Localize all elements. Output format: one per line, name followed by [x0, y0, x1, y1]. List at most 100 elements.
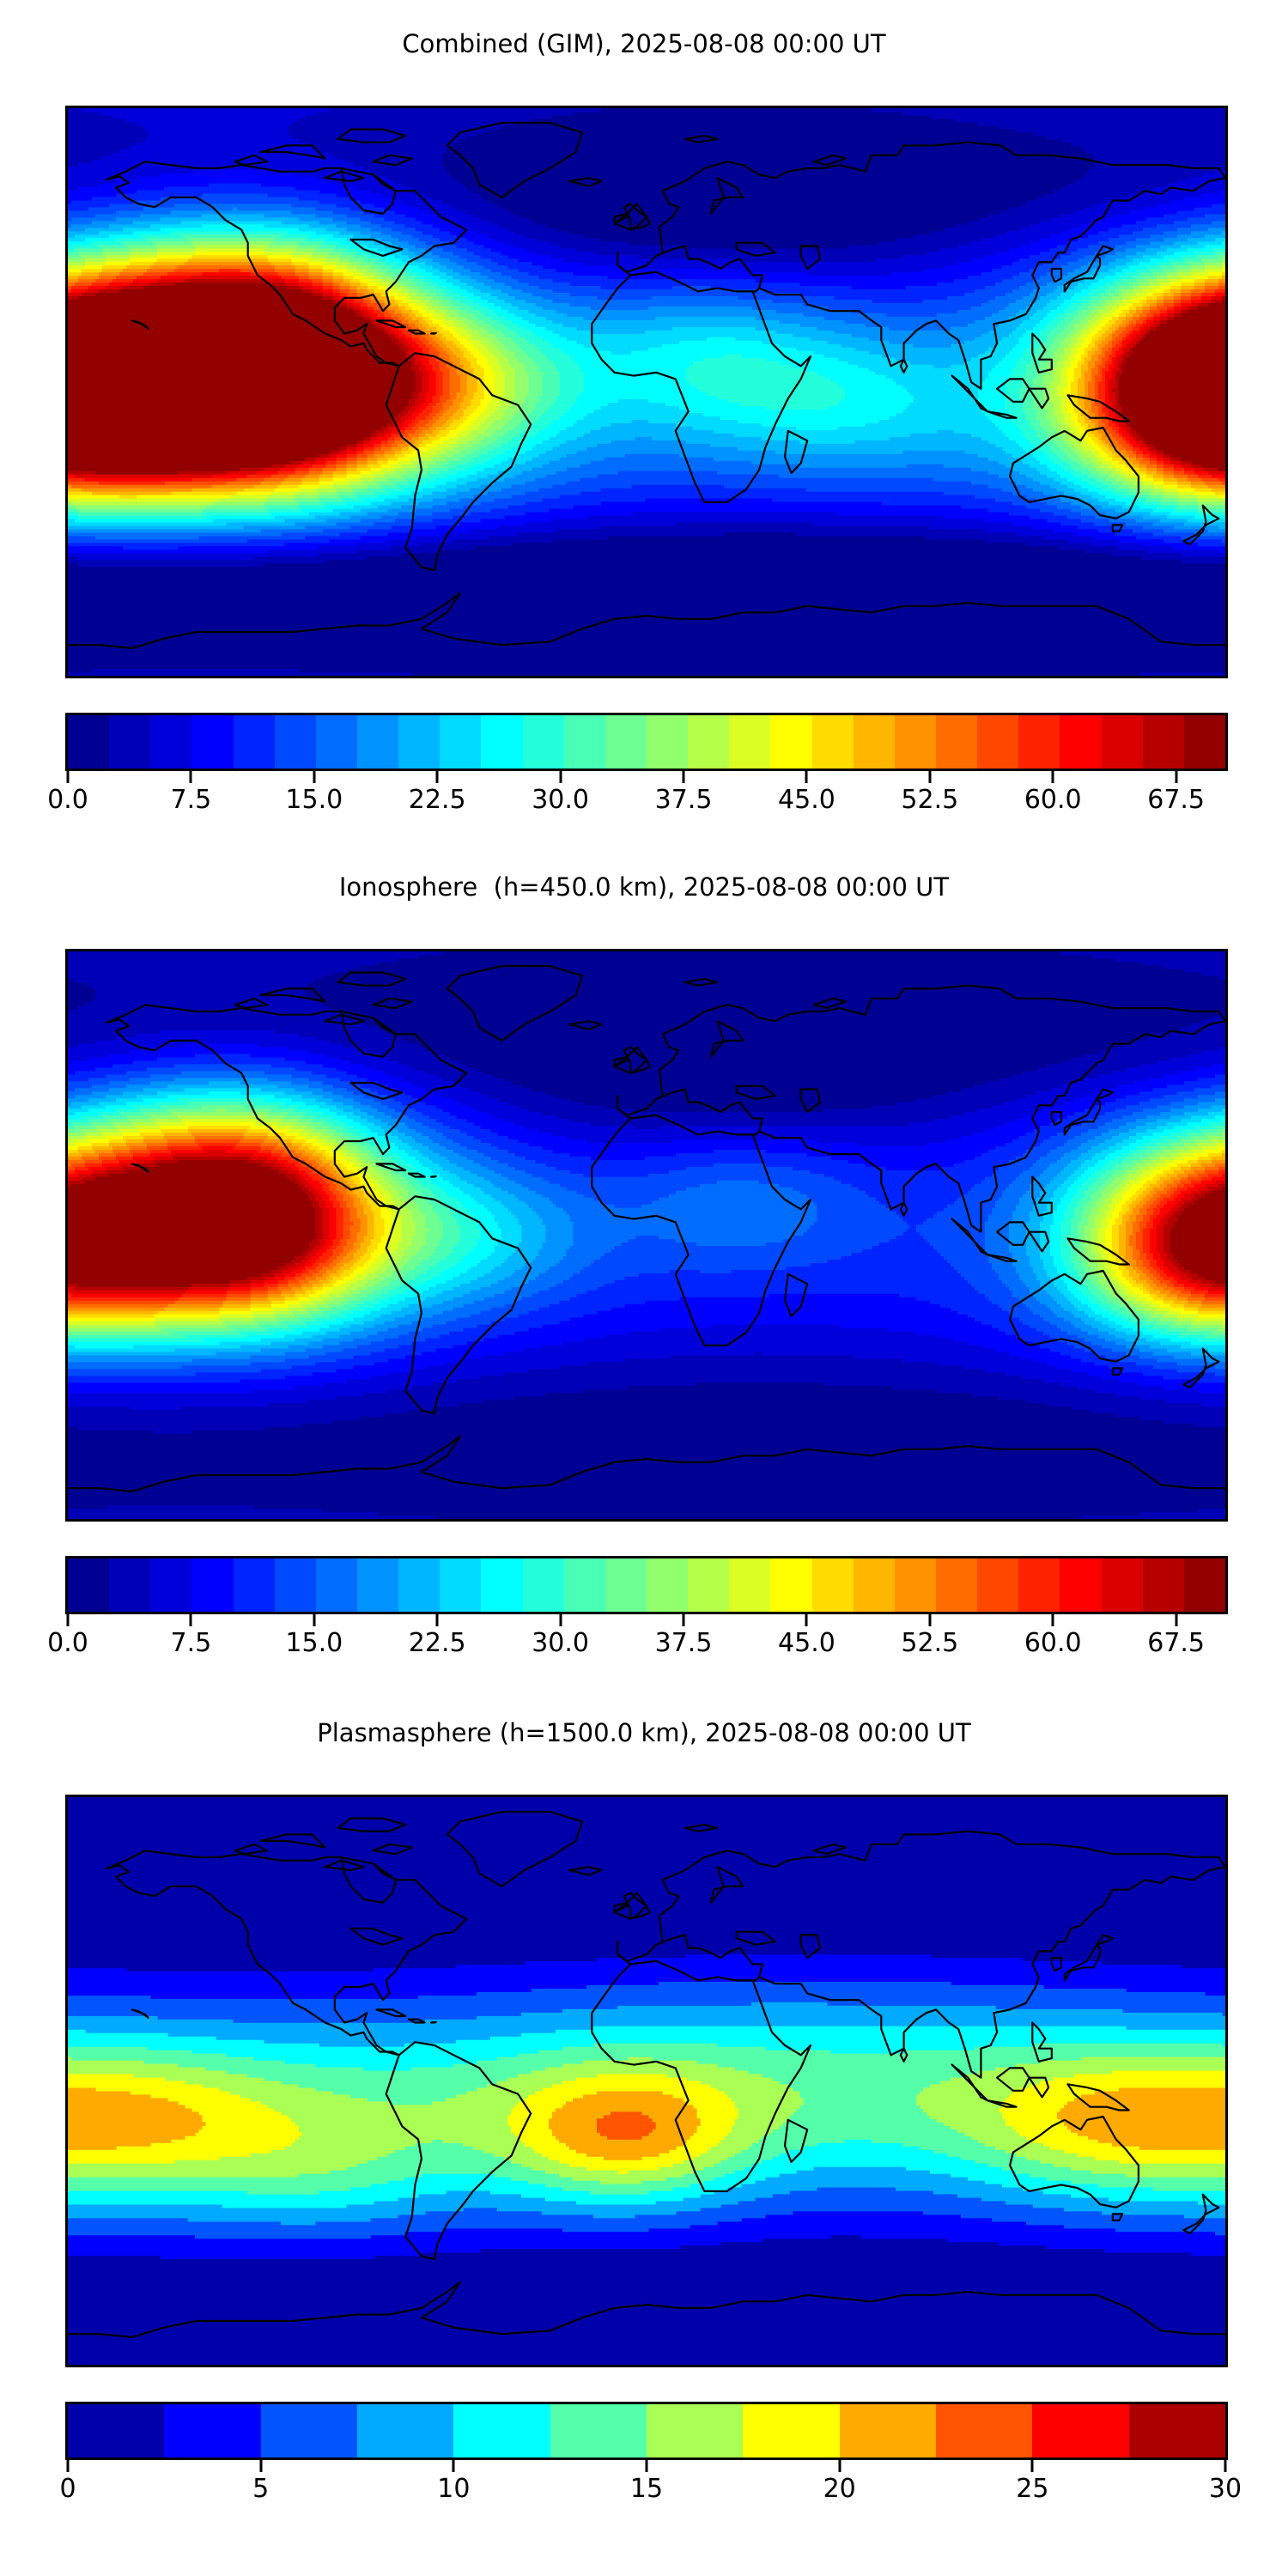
- colorbar-combined: 0.0 7.5 15.0 22.5 30.0 37.5 45.0 52.5 60.0 67.5: [47, 713, 1228, 817]
- colorbar-band: [233, 715, 275, 769]
- colorbar-tick-label: 52.5: [901, 785, 959, 815]
- colorbar-ticks-plasmasphere: [65, 2460, 1228, 2472]
- colorbar-band: [605, 1558, 647, 1612]
- colorbar-band: [164, 2404, 261, 2458]
- colorbar-tick: [682, 1614, 685, 1626]
- colorbar-tick: [259, 2460, 263, 2472]
- colorbar-band: [522, 715, 564, 769]
- colorbar-tick: [928, 771, 932, 783]
- colorbar-tick-label: 67.5: [1147, 785, 1206, 815]
- map-axes-ionosphere[interactable]: [65, 949, 1228, 1522]
- colorbar-band: [811, 715, 854, 769]
- panel-plasmasphere: Plasmasphere (h=1500.0 km), 2025-08-08 0…: [0, 1689, 1288, 2576]
- colorbar-tick: [645, 2460, 648, 2472]
- colorbar-tick-label: 30: [1208, 2474, 1242, 2504]
- contour-band: [68, 1071, 1225, 1370]
- colorbar-band: [481, 1558, 523, 1612]
- contour-band: [68, 108, 1225, 561]
- colorbar-band: [1101, 715, 1143, 769]
- colorbar-tick: [66, 771, 70, 783]
- contour-band: [68, 1088, 1225, 1352]
- colorbar-band: [605, 715, 647, 769]
- colorbar-band: [1018, 1558, 1060, 1612]
- colorbar-band: [935, 2404, 1033, 2458]
- coastlines: [68, 964, 1225, 1492]
- contour-field: [68, 951, 1225, 1519]
- contour-band: [68, 2087, 1225, 2160]
- colorbar-tick: [66, 1614, 70, 1626]
- panel-ionosphere: Ionosphere (h=450.0 km), 2025-08-08 00:0…: [0, 843, 1288, 1702]
- colorbar-band: [356, 2404, 454, 2458]
- colorbar-band: [191, 715, 234, 769]
- colorbar-band: [935, 715, 978, 769]
- colorbar-band: [1060, 715, 1102, 769]
- colorbar-band: [894, 1558, 936, 1612]
- colorbar-tick: [435, 1614, 439, 1626]
- colorbar-labels-plasmasphere: 0 5 10 15 20 25 30: [59, 2472, 1242, 2506]
- colorbar-band: [481, 715, 523, 769]
- colorbar-tick-label: 5: [252, 2474, 270, 2504]
- contour-band: [68, 1122, 1225, 1321]
- coastlines: [68, 1810, 1225, 2338]
- colorbar-tick: [838, 2460, 841, 2472]
- contour-band: [68, 1159, 1225, 1287]
- map-axes-combined[interactable]: [65, 106, 1228, 678]
- coastlines: [68, 121, 1225, 649]
- colorbar-tick-label: 45.0: [778, 1628, 835, 1658]
- contour-band: [68, 108, 1225, 676]
- colorbar-band: [743, 2404, 840, 2458]
- colorbar-tick-label: 20: [823, 2474, 856, 2504]
- colorbar-tick: [1030, 2460, 1034, 2472]
- colorbar-tick: [805, 1614, 808, 1626]
- colorbar-tick-label: 10: [437, 2474, 471, 2504]
- colorbar-tick-label: 52.5: [901, 1628, 959, 1658]
- colorbar-tick: [452, 2460, 455, 2472]
- colorbar-tick-label: 15.0: [285, 1628, 343, 1658]
- contour-band: [68, 193, 1225, 544]
- colorbar-band: [356, 1558, 399, 1612]
- contour-field: [68, 1797, 1225, 2365]
- colorbar-tick-label: 60.0: [1024, 785, 1082, 815]
- colorbar-ticks-ionosphere: [65, 1614, 1228, 1626]
- colorbar-band: [563, 715, 605, 769]
- colorbar-gradient-combined: [65, 713, 1228, 771]
- colorbar-band: [550, 2404, 647, 2458]
- colorbar-gradient-plasmasphere: [65, 2402, 1228, 2460]
- colorbar-band: [811, 1558, 854, 1612]
- contour-band: [68, 2026, 1225, 2208]
- colorbar-band: [1032, 2404, 1129, 2458]
- contour-band: [68, 1030, 1225, 1411]
- colorbar-band: [440, 715, 482, 769]
- colorbar-band: [1183, 1558, 1225, 1612]
- colorbar-band: [1142, 1558, 1184, 1612]
- colorbar-band: [1018, 715, 1060, 769]
- panel-title-plasmasphere: Plasmasphere (h=1500.0 km), 2025-08-08 0…: [317, 1718, 971, 1747]
- colorbar-tick-label: 0.0: [47, 1628, 88, 1658]
- colorbar-band: [894, 715, 936, 769]
- colorbar-band: [68, 2404, 165, 2458]
- contour-band: [68, 207, 1225, 533]
- colorbar-ticks-combined: [65, 771, 1228, 783]
- contour-band: [68, 951, 1225, 1519]
- colorbar-tick-label: 25: [1016, 2474, 1049, 2504]
- colorbar-band: [260, 2404, 357, 2458]
- colorbar-tick: [313, 771, 316, 783]
- colorbar-gradient-ionosphere: [65, 1556, 1228, 1614]
- colorbar-labels-combined: 0.0 7.5 15.0 22.5 30.0 37.5 45.0 52.5 60.0 67.5: [47, 783, 1228, 817]
- colorbar-tick: [928, 1614, 932, 1626]
- colorbar-tick-label: 45.0: [778, 785, 835, 815]
- colorbar-tick-label: 7.5: [170, 1628, 212, 1658]
- colorbar-tick-label: 0.0: [47, 785, 88, 815]
- contour-band: [68, 1054, 1225, 1383]
- colorbar-band: [1101, 1558, 1143, 1612]
- colorbar-band: [935, 1558, 978, 1612]
- map-axes-plasmasphere[interactable]: [65, 1795, 1228, 2367]
- colorbar-tick-label: 37.5: [654, 785, 713, 815]
- colorbar-band: [839, 2404, 936, 2458]
- colorbar-tick: [189, 1614, 192, 1626]
- colorbar-band: [315, 1558, 357, 1612]
- panel-title-ionosphere: Ionosphere (h=450.0 km), 2025-08-08 00:0…: [338, 872, 950, 902]
- colorbar-band: [150, 715, 192, 769]
- colorbar-tick-label: 30.0: [532, 785, 590, 815]
